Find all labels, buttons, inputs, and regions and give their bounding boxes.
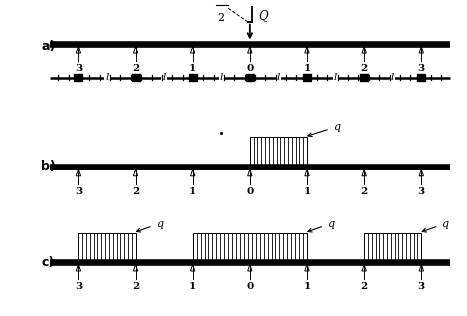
Bar xyxy=(250,137,307,167)
Text: r: r xyxy=(219,0,224,2)
Text: q: q xyxy=(136,219,163,232)
Text: a): a) xyxy=(41,40,56,53)
Bar xyxy=(364,233,421,262)
Text: 1: 1 xyxy=(189,64,196,73)
Bar xyxy=(360,75,368,81)
Text: 3: 3 xyxy=(75,187,82,196)
Text: Q: Q xyxy=(258,9,268,22)
Text: q: q xyxy=(308,219,334,232)
Text: l: l xyxy=(163,73,166,82)
Text: 1: 1 xyxy=(304,282,311,291)
Bar xyxy=(132,75,140,81)
Text: q: q xyxy=(308,122,340,137)
Text: 2: 2 xyxy=(132,282,139,291)
Text: 1: 1 xyxy=(189,282,196,291)
Bar xyxy=(417,75,425,81)
Text: 2: 2 xyxy=(361,187,368,196)
Text: 3: 3 xyxy=(417,64,425,73)
Text: 2: 2 xyxy=(132,64,139,73)
Bar xyxy=(189,75,197,81)
Text: 3: 3 xyxy=(417,187,425,196)
Text: 0: 0 xyxy=(246,282,254,291)
Text: 2: 2 xyxy=(132,187,139,196)
Text: q: q xyxy=(422,219,448,232)
Text: 1: 1 xyxy=(189,187,196,196)
Text: 2: 2 xyxy=(361,282,368,291)
Text: l: l xyxy=(277,73,280,82)
Bar xyxy=(78,233,135,262)
Bar xyxy=(193,233,307,262)
Text: 0: 0 xyxy=(246,187,254,196)
Bar xyxy=(246,75,254,81)
Text: 3: 3 xyxy=(75,282,82,291)
Text: 3: 3 xyxy=(75,64,82,73)
Bar xyxy=(74,75,82,81)
Text: 1: 1 xyxy=(304,64,311,73)
Text: l: l xyxy=(391,73,395,82)
Text: b): b) xyxy=(41,161,56,173)
Bar xyxy=(303,75,311,81)
Text: c): c) xyxy=(41,256,55,269)
Text: 2: 2 xyxy=(218,14,225,23)
Text: l: l xyxy=(105,73,109,82)
Text: 3: 3 xyxy=(417,282,425,291)
Text: 2: 2 xyxy=(361,64,368,73)
Text: 1: 1 xyxy=(304,187,311,196)
Text: l: l xyxy=(219,73,223,82)
Text: 0: 0 xyxy=(246,64,254,73)
Text: l: l xyxy=(334,73,337,82)
